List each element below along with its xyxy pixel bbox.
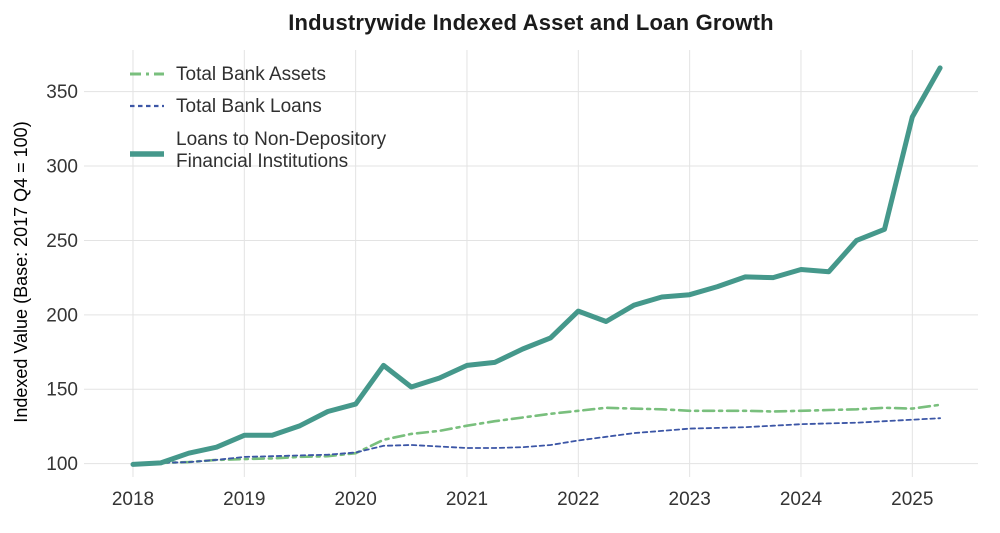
chart-title: Industrywide Indexed Asset and Loan Grow… xyxy=(288,10,774,35)
y-tick-label: 300 xyxy=(46,157,78,178)
y-tick-label: 250 xyxy=(46,231,78,252)
grid-layer xyxy=(84,50,978,477)
x-tick-label: 2020 xyxy=(335,489,377,510)
series-line-total-bank-assets xyxy=(131,403,942,465)
y-tick-label: 200 xyxy=(46,305,78,326)
series-line-loans-to-non-depository-financial-institutions xyxy=(130,65,943,467)
x-tick-label: 2019 xyxy=(223,489,265,510)
y-tick-label: 350 xyxy=(46,82,78,103)
legend-label-total-bank-assets: Total Bank Assets xyxy=(176,64,326,85)
y-tick-label: 150 xyxy=(46,380,78,401)
legend-label-loans-to-non-depository-financial-institutions: Loans to Non-Depository xyxy=(176,129,387,150)
legend-label-loans-to-non-depository-financial-institutions: Financial Institutions xyxy=(176,151,348,172)
series-layer xyxy=(130,65,943,467)
x-tick-label: 2023 xyxy=(669,489,711,510)
y-axis-label: Indexed Value (Base: 2017 Q4 = 100) xyxy=(11,121,31,422)
x-tick-label: 2024 xyxy=(780,489,823,510)
x-tick-label: 2022 xyxy=(557,489,599,510)
legend: Total Bank Assets Total Bank Loans Loans t… xyxy=(130,64,387,172)
legend-label-total-bank-loans: Total Bank Loans xyxy=(176,96,322,117)
x-tick-label: 2025 xyxy=(891,489,933,510)
y-tick-label: 100 xyxy=(46,454,78,475)
series-line-total-bank-loans xyxy=(132,417,941,465)
x-tick-label: 2021 xyxy=(446,489,488,510)
tick-layer: 2018 2019 2020 2021 2022 2023 2024 2025 100 150 20… xyxy=(46,82,933,510)
x-tick-label: 2018 xyxy=(112,489,154,510)
